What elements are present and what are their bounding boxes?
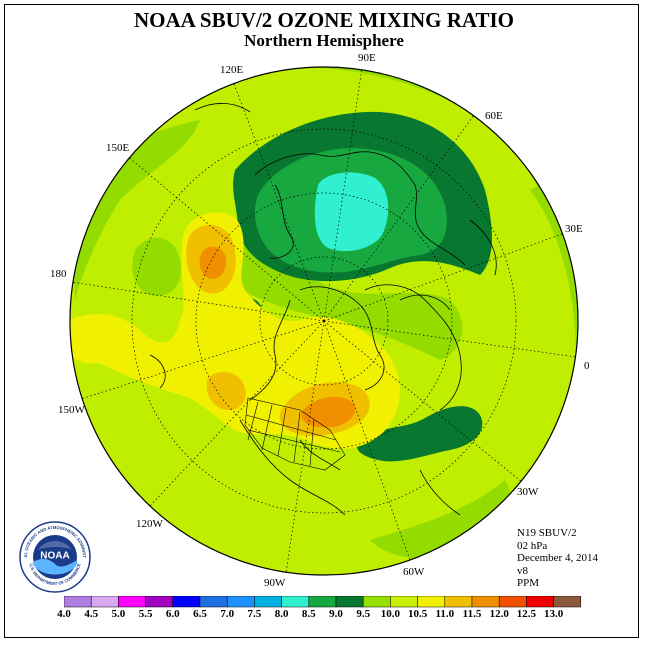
colorbar-swatch <box>145 596 174 608</box>
colorbar-swatch <box>471 596 500 608</box>
map-subtitle: Northern Hemisphere <box>244 31 404 50</box>
lon-label-120e: 120E <box>220 64 244 76</box>
lon-label-90w: 90W <box>264 577 286 589</box>
colorbar-swatch <box>281 596 310 608</box>
colorbar-swatch <box>64 596 92 608</box>
contour-10.5-blob-left <box>70 317 120 364</box>
colorbar-tick-label: 12.5 <box>516 608 537 620</box>
colorbar-tick-label: 7.0 <box>220 608 235 620</box>
colorbar-tick-label: 8.0 <box>274 608 289 620</box>
colorbar-tick-label: 6.0 <box>165 608 180 620</box>
colorbar-tick-label: 8.5 <box>301 608 316 620</box>
lon-label-150w: 150W <box>58 404 85 416</box>
colorbar-tick-label: 7.5 <box>247 608 262 620</box>
colorbar-swatch <box>308 596 337 608</box>
contour-8.0-core <box>314 172 389 252</box>
map-title: NOAA SBUV/2 OZONE MIXING RATIO <box>134 8 514 32</box>
colorbar-tick-label: 13.0 <box>543 608 564 620</box>
lon-label-30w: 30W <box>517 486 539 498</box>
colorbar-tick-label: 12.0 <box>489 608 509 620</box>
colorbar-swatch <box>118 596 146 608</box>
coastlines <box>149 103 497 516</box>
pressure-level-label: 02 hPa <box>517 539 548 552</box>
colorbar-swatch <box>254 596 282 608</box>
colorbar <box>64 596 582 608</box>
colorbar-tick-label: 10.0 <box>380 608 401 620</box>
lon-label-90e: 90E <box>358 52 376 64</box>
colorbar-tick-label: 4.5 <box>84 608 99 620</box>
colorbar-tick-label: 10.5 <box>407 608 428 620</box>
figure-frame <box>4 4 639 638</box>
colorbar-swatch <box>335 596 364 608</box>
info-block: N19 SBUV/2 02 hPa December 4, 2014 v8 PP… <box>517 527 598 590</box>
units-label: PPM <box>517 577 540 589</box>
state-borders <box>244 397 346 471</box>
colorbar-swatch <box>444 596 473 608</box>
colorbar-swatch <box>90 596 119 608</box>
colorbar-tick-label: 9.0 <box>329 608 343 620</box>
colorbar-tick-label: 11.5 <box>462 608 482 620</box>
lon-label-60w: 60W <box>403 566 425 578</box>
colorbar-swatch <box>390 596 418 608</box>
colorbar-swatch <box>553 596 582 608</box>
colorbar-swatch <box>199 596 228 608</box>
colorbar-swatch <box>226 596 255 608</box>
colorbar-tick-label: 6.5 <box>193 608 207 620</box>
lon-label-60e: 60E <box>485 110 503 122</box>
colorbar-swatch <box>526 596 554 608</box>
contour-9.0-southeast <box>356 406 483 462</box>
colorbar-tick-label: 4.0 <box>57 608 71 620</box>
noaa-logo: NATIONAL OCEANIC AND ATMOSPHERIC ADMINIS… <box>18 520 91 593</box>
colorbar-swatch <box>172 596 201 608</box>
colorbar-tick-label: 9.5 <box>356 608 371 620</box>
colorbar-swatch <box>498 596 527 608</box>
date-label: December 4, 2014 <box>517 552 598 564</box>
colorbar-tick-label: 11.0 <box>435 608 455 620</box>
lon-label-180: 180 <box>50 268 67 280</box>
colorbar-swatch <box>362 596 391 608</box>
colorbar-tick-label: 5.5 <box>138 608 153 620</box>
version-label: v8 <box>517 564 528 577</box>
contour-11.5-northwest <box>199 246 227 279</box>
map-boundary <box>69 66 579 576</box>
lon-label-120w: 120W <box>136 518 163 530</box>
contour-9.5-west-blob <box>132 237 181 296</box>
lon-label-0: 0 <box>584 360 590 372</box>
contour-11.0-west <box>206 371 246 411</box>
instrument-label: N19 SBUV/2 <box>517 527 577 539</box>
colorbar-tick-label: 5.0 <box>111 608 126 620</box>
lon-label-150e: 150E <box>106 142 130 154</box>
svg-text:NOAA: NOAA <box>40 551 69 562</box>
graticule <box>71 67 577 574</box>
colorbar-swatch <box>417 596 446 608</box>
lon-label-30e: 30E <box>565 223 583 235</box>
